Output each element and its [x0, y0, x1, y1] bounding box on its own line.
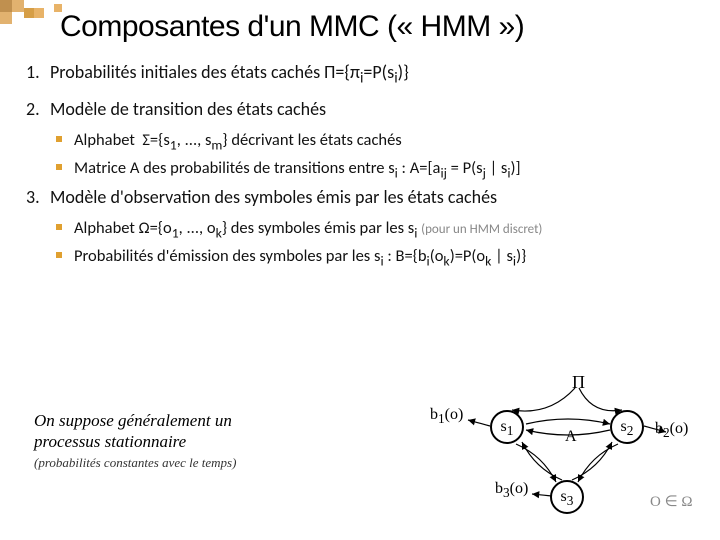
list-item: 2.Modèle de transition des états cachés [26, 97, 702, 121]
state-s2: s2 [610, 410, 644, 444]
slide-title: Composantes d'un MMC (« HMM ») [60, 10, 524, 44]
stationary-line2: processus stationnaire [34, 431, 236, 452]
list-item: 3.Modèle d'observation des symboles émis… [26, 185, 702, 209]
sub-item: Alphabet Σ={s1, ..., sm} décrivant les é… [56, 129, 702, 155]
stationary-subnote: (probabilités constantes avec le temps) [34, 455, 236, 471]
sub-item: Probabilités d'émission des symboles par… [56, 245, 702, 271]
content-body: 1.Probabilités initiales des états caché… [26, 60, 702, 273]
emit-label: b1(o) [430, 406, 463, 427]
emit-label: b2(o) [655, 420, 688, 441]
sub-item: Alphabet Ω={o1, ..., ok} des symboles ém… [56, 217, 702, 243]
diagram-label: O ∈ Ω [650, 492, 693, 511]
stationary-line1: On suppose généralement un [34, 410, 236, 431]
sub-item: Matrice A des probabilités de transition… [56, 157, 702, 183]
state-s3: s3 [550, 480, 584, 514]
hmm-diagram: s1 s2 s3 b1(o) b2(o) b3(o) Π A O ∈ Ω [400, 370, 700, 530]
diagram-label: Π [572, 372, 585, 393]
list-item: 1.Probabilités initiales des états caché… [26, 60, 702, 89]
diagram-label: A [565, 428, 577, 446]
state-s1: s1 [490, 410, 524, 444]
stationary-note: On suppose généralement un processus sta… [34, 410, 236, 471]
emit-label: b3(o) [495, 480, 528, 501]
